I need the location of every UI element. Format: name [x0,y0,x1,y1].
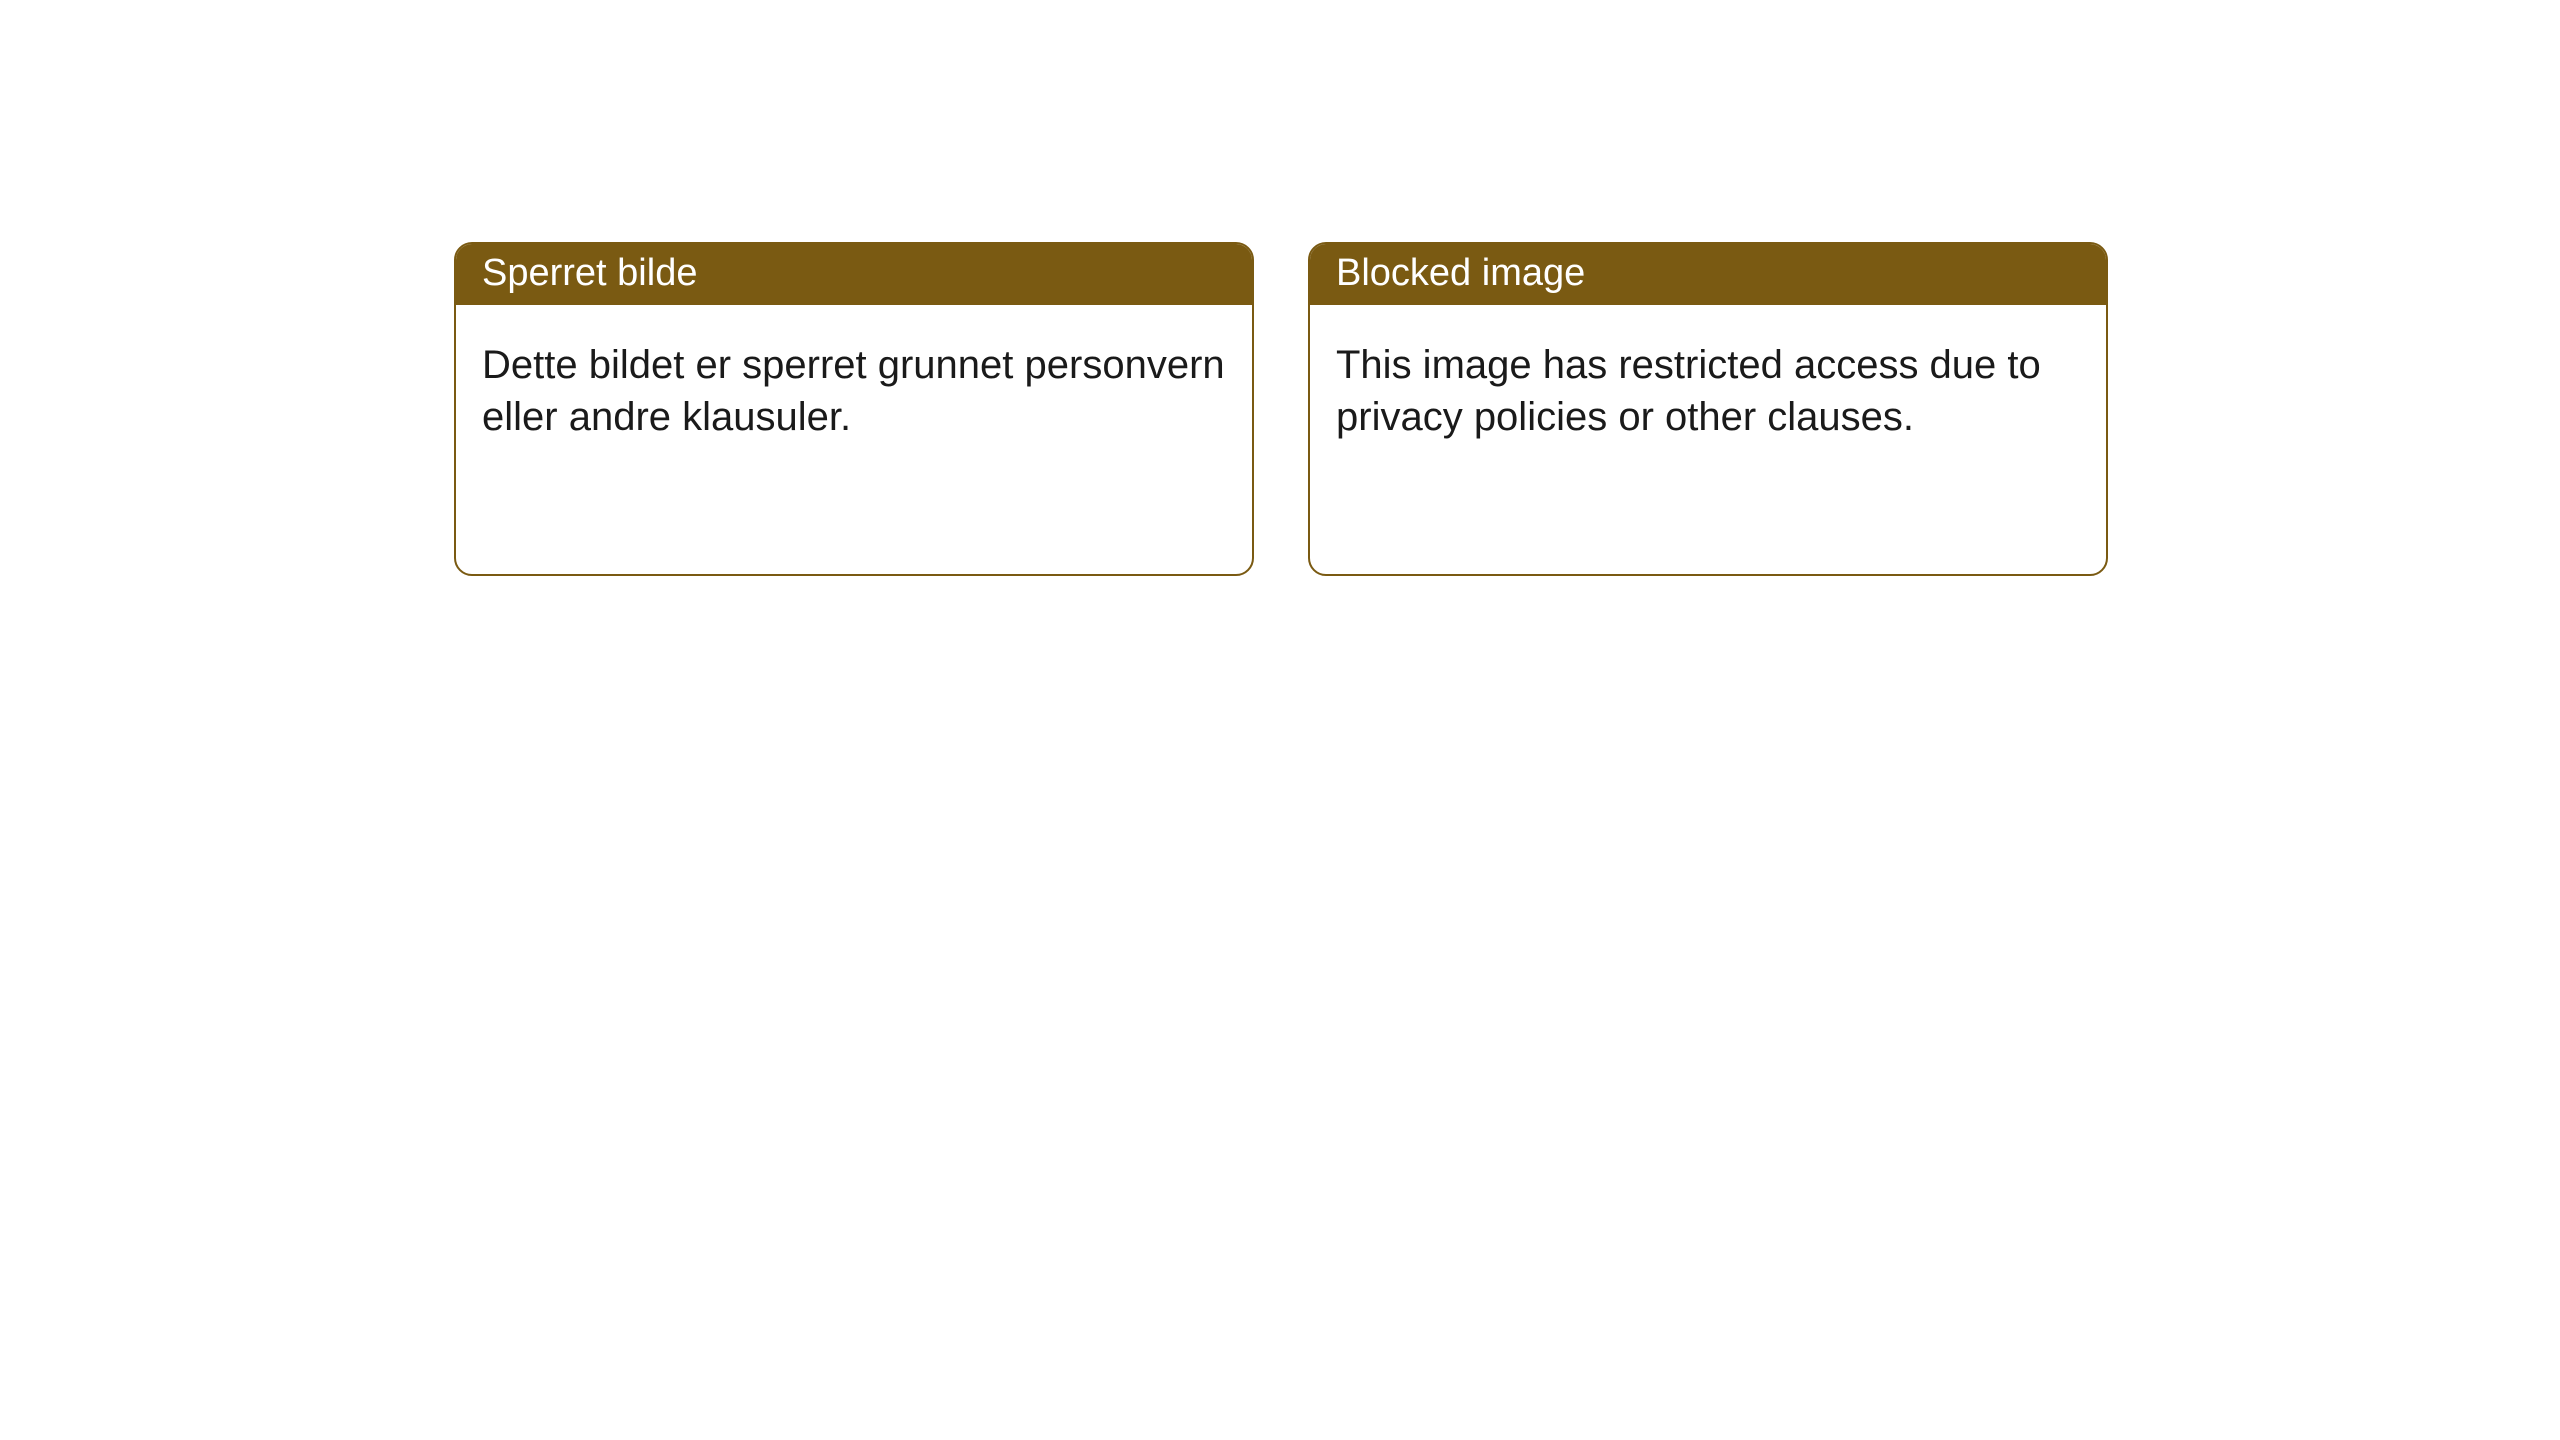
notice-body: This image has restricted access due to … [1310,305,2106,469]
notice-card-norwegian: Sperret bilde Dette bildet er sperret gr… [454,242,1254,576]
notice-container: Sperret bilde Dette bildet er sperret gr… [0,0,2560,576]
notice-header: Sperret bilde [456,244,1252,305]
notice-body: Dette bildet er sperret grunnet personve… [456,305,1252,469]
notice-card-english: Blocked image This image has restricted … [1308,242,2108,576]
notice-header: Blocked image [1310,244,2106,305]
